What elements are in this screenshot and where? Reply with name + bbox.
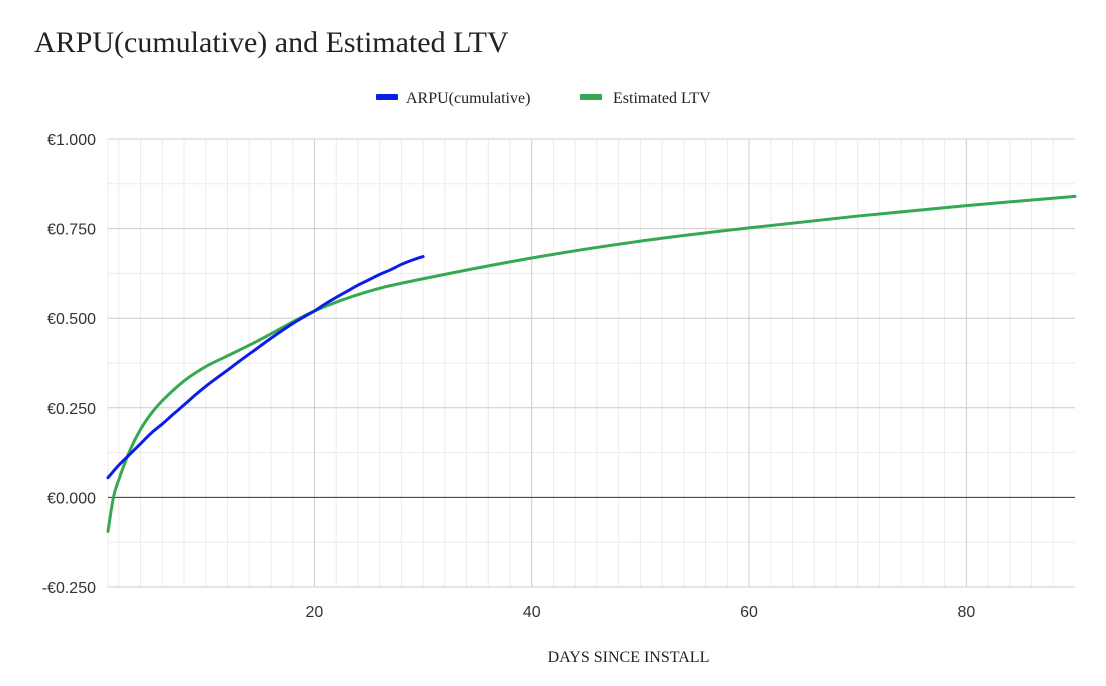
- x-tick-label: 60: [740, 604, 758, 621]
- minor-gridlines: [107, 139, 1075, 587]
- legend: ARPU(cumulative) Estimated LTV: [376, 90, 711, 107]
- y-axis-tick-labels: -€0.250 €0.000 €0.250 €0.500 €0.750 €1.000: [42, 132, 96, 597]
- major-gridlines: [108, 138, 1075, 588]
- legend-swatch: [580, 94, 602, 100]
- y-tick-label: €0.250: [47, 401, 96, 418]
- x-axis-tick-labels: 20 40 60 80: [306, 604, 976, 621]
- x-tick-label: 40: [523, 604, 541, 621]
- arpu-cumulative-line: [106, 255, 425, 480]
- y-tick-label: €1.000: [47, 132, 96, 149]
- y-tick-label: €0.500: [47, 311, 96, 328]
- x-tick-label: 80: [957, 604, 975, 621]
- legend-label: Estimated LTV: [613, 90, 711, 107]
- legend-item: Estimated LTV: [580, 90, 711, 107]
- y-tick-label: €0.000: [47, 490, 96, 507]
- chart-title: ARPU(cumulative) and Estimated LTV: [34, 26, 509, 59]
- series-lines: [106, 194, 1077, 533]
- x-tick-label: 20: [306, 604, 324, 621]
- x-axis-title: DAYS SINCE INSTALL: [548, 649, 710, 666]
- legend-label: ARPU(cumulative): [406, 90, 530, 107]
- y-tick-label: €0.750: [47, 222, 96, 239]
- estimated-ltv-line: [106, 194, 1077, 533]
- legend-swatch: [376, 94, 398, 100]
- y-tick-label: -€0.250: [42, 580, 96, 597]
- legend-item: ARPU(cumulative): [376, 90, 530, 107]
